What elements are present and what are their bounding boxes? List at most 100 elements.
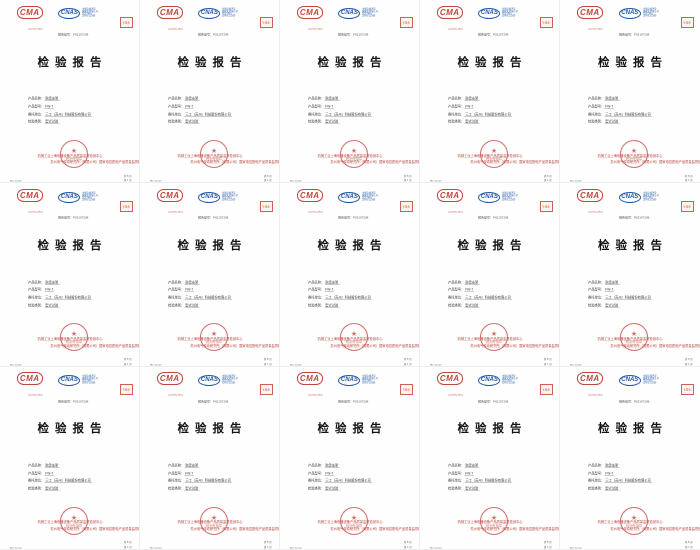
svg-text:★: ★	[351, 514, 357, 522]
corner-stamp-text: 专用章	[542, 22, 551, 25]
footer-doc-code: BG-JL-027	[150, 355, 179, 366]
cnas-line: 中国合格评定	[222, 8, 237, 11]
report-page-thumbnail[interactable]: CMA 2019002189Z CNAS 中国合格评定 国家实验室认可 TEST…	[280, 366, 420, 550]
footer-doc-code: BG-JL-027	[289, 355, 319, 367]
svg-text:★: ★	[491, 147, 497, 155]
svg-text:检测专用章: 检测专用章	[486, 156, 503, 161]
cma-logo: CMA 2019002189Z	[436, 5, 474, 37]
round-official-seal-icon: ★ 检测专用章	[59, 322, 89, 352]
page-title: 检验报告	[457, 240, 528, 253]
field-label: 产品型号：	[307, 471, 325, 476]
field-row-inspection-type: 检验类别：型式试验	[308, 295, 419, 308]
field-value: FW-7	[184, 471, 194, 476]
field-row-product-name: 产品名称：防震支架	[448, 88, 559, 102]
field-value: 三工（苏州）科技股份有限公司	[324, 112, 372, 117]
report-page-thumbnail[interactable]: CMA 2019002189Z CNAS 中国合格评定 国家实验室认可 TEST…	[140, 366, 280, 550]
field-label: 产品型号：	[588, 471, 605, 476]
field-label: 产品名称：	[307, 464, 325, 468]
page-title: 检验报告	[37, 423, 108, 436]
cnas-mark-icon: CNAS	[198, 191, 221, 203]
footer-total-pages: 共 8 页	[685, 541, 693, 545]
cnas-line: 国家实验室认可	[502, 193, 519, 197]
cnas-accreditation-text: 中国合格评定 国家实验室认可 TESTING CNAS L1999	[362, 375, 378, 385]
cnas-line: CNAS L1999	[82, 15, 96, 18]
round-official-seal-icon: ★ 检测专用章	[199, 322, 229, 352]
report-fields: 产品名称：防震支架 产品型号：FW-7 委托单位：三工（苏州）科技股份有限公司 …	[167, 455, 279, 492]
report-fields: 产品名称：防震支架 产品型号：FW-7 委托单位：三工（苏州）科技股份有限公司 …	[28, 455, 139, 492]
cnas-line: 中国合格评定	[502, 191, 517, 194]
footer-page-numbers: 共 8 页 第 1 页	[674, 168, 693, 182]
report-page-thumbnail[interactable]: CMA 2019002189Z CNAS 中国合格评定 国家实验室认可 TEST…	[560, 183, 700, 367]
report-page-thumbnail[interactable]: CMA 2019002189Z CNAS 中国合格评定 国家实验室认可 TEST…	[560, 0, 700, 184]
cnas-line: CNAS L1999	[222, 382, 236, 385]
corner-stamp-text: 专用章	[683, 388, 691, 392]
field-label: 产品型号：	[588, 288, 605, 292]
certification-center-text: 机械工业上海电器设备产品质量监督检测中心	[317, 154, 382, 158]
certification-center-line-2: 苏州电气传动研究所（有限公司）国家电控配电产品质量监督检测中心	[280, 154, 419, 172]
cnas-line: 国家实验室认可	[82, 10, 99, 13]
corner-red-stamp: 专用章	[259, 200, 273, 212]
report-page-thumbnail[interactable]: CMA 2019002189Z CNAS 中国合格评定 国家实验室认可 TEST…	[0, 366, 140, 550]
cnas-line: 国家实验室认可	[362, 10, 379, 13]
cnas-line: TESTING	[82, 379, 93, 383]
field-row-product-model: 产品型号：FW-7	[28, 96, 139, 110]
field-value: 三工（苏州）科技股份有限公司	[184, 112, 232, 117]
report-number: 报告编号：P02107208	[198, 393, 259, 411]
certification-center-line-2: 苏州电气传动研究所（有限公司）国家电控配电产品质量监督检测中心	[560, 154, 700, 172]
svg-text:检测专用章: 检测专用章	[206, 156, 223, 161]
corner-red-stamp: 专用章	[119, 383, 133, 395]
cnas-mark-icon: CNAS	[478, 191, 501, 203]
footer-doc-code-text: BG-JL-027	[289, 363, 302, 367]
page-title: 检验报告	[37, 56, 108, 69]
certification-center-text: 苏州电气传动研究所（有限公司）国家电控配电产品质量监督检测中心	[330, 344, 419, 348]
footer-page-numbers: 共 8 页 第 1 页	[113, 534, 132, 549]
svg-text:检测专用章: 检测专用章	[206, 523, 223, 528]
certification-center-line-2: 苏州电气传动研究所（有限公司）国家电控配电产品质量监督检测中心	[420, 521, 559, 539]
cma-mark-icon: CMA	[16, 189, 43, 203]
certification-center-text: 苏州电气传动研究所（有限公司）国家电控配电产品质量监督检测中心	[190, 344, 279, 348]
page-title: 检验报告	[598, 240, 668, 253]
svg-text:检测专用章: 检测专用章	[346, 523, 363, 528]
certification-center-text: 机械工业上海电器设备产品质量监督检测中心	[317, 520, 382, 525]
cnas-line: 国家实验室认可	[222, 193, 239, 197]
certification-center-line-1: 机械工业上海电器设备产品质量监督检测中心	[140, 514, 279, 532]
field-value: 型式试验	[44, 487, 60, 492]
certification-center-line-2: 苏州电气传动研究所（有限公司）国家电控配电产品质量监督检测中心	[140, 521, 279, 539]
certification-center-line-2: 苏州电气传动研究所（有限公司）国家电控配电产品质量监督检测中心	[0, 521, 139, 539]
field-value: 型式试验	[604, 120, 620, 125]
field-row-inspection-type: 检验类别：型式试验	[588, 295, 700, 308]
footer-doc-code: BG-JL-027	[570, 538, 599, 549]
cnas-line: 国家实验室认可	[82, 193, 99, 197]
report-page-thumbnail[interactable]: CMA 2019002189Z CNAS 中国合格评定 国家实验室认可 TEST…	[140, 183, 280, 367]
round-official-seal-icon: ★ 检测专用章	[59, 139, 89, 169]
footer-doc-code: BG-JL-027	[10, 171, 39, 182]
field-label: 产品名称：	[167, 97, 185, 101]
cnas-accreditation-text: 中国合格评定 国家实验室认可 TESTING CNAS L1999	[222, 192, 238, 202]
report-page-thumbnail[interactable]: CMA 2019002189Z CNAS 中国合格评定 国家实验室认可 TEST…	[140, 0, 280, 184]
field-row-client-unit: 委托单位：三工（苏州）科技股份有限公司	[28, 104, 139, 117]
footer-total-pages: 共 8 页	[264, 358, 273, 361]
report-page-thumbnail[interactable]: CMA 2019002189Z CNAS 中国合格评定 国家实验室认可 TEST…	[420, 366, 560, 550]
report-page-thumbnail[interactable]: CMA 2019002189Z CNAS 中国合格评定 国家实验室认可 TEST…	[420, 0, 560, 184]
round-official-seal-icon: ★ 检测专用章	[479, 139, 509, 169]
certification-center-text: 苏州电气传动研究所（有限公司）国家电控配电产品质量监督检测中心	[50, 344, 139, 348]
report-page-thumbnail[interactable]: CMA 2019002189Z CNAS 中国合格评定 国家实验室认可 TEST…	[560, 366, 700, 550]
corner-stamp-text: 专用章	[262, 205, 271, 209]
field-row-inspection-type: 检验类别：型式试验	[448, 111, 559, 125]
report-page-thumbnail[interactable]: CMA 2019002189Z CNAS 中国合格评定 国家实验室认可 TEST…	[280, 0, 420, 184]
field-label: 产品型号：	[167, 471, 185, 476]
report-page-thumbnail[interactable]: CMA 2019002189Z CNAS 中国合格评定 国家实验室认可 TEST…	[0, 183, 140, 367]
field-label: 委托单位：	[307, 112, 325, 117]
report-page-thumbnail[interactable]: CMA 2019002189Z CNAS 中国合格评定 国家实验室认可 TEST…	[420, 183, 560, 367]
report-page-thumbnail[interactable]: CMA 2019002189Z CNAS 中国合格评定 国家实验室认可 TEST…	[0, 0, 140, 184]
svg-text:★: ★	[351, 147, 357, 155]
cnas-line: 中国合格评定	[362, 374, 377, 378]
field-row-client-unit: 委托单位：三工（苏州）科技股份有限公司	[308, 104, 419, 117]
report-page-thumbnail[interactable]: CMA 2019002189Z CNAS 中国合格评定 国家实验室认可 TEST…	[280, 183, 420, 367]
field-row-product-model: 产品型号：FW-7	[308, 96, 419, 110]
footer-page-numbers: 共 8 页 第 1 页	[113, 351, 132, 365]
field-value: 防震支架	[464, 280, 480, 285]
svg-text:检测专用章: 检测专用章	[626, 523, 643, 528]
certification-center-text: 苏州电气传动研究所（有限公司）国家电控配电产品质量监督检测中心	[610, 344, 700, 348]
certification-center-line-1: 机械工业上海电器设备产品质量监督检测中心	[280, 331, 419, 349]
